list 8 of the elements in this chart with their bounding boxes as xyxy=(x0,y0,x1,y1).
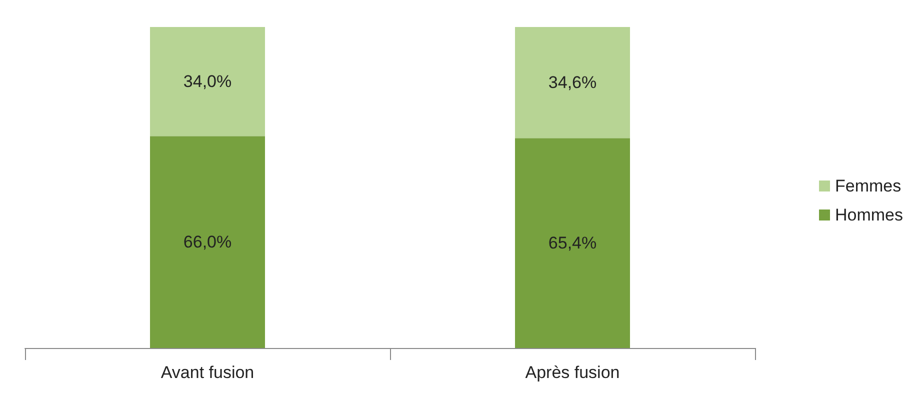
data-label: 34,0% xyxy=(183,72,232,92)
legend-label: Femmes xyxy=(834,176,902,196)
legend-label: Hommes xyxy=(834,206,904,224)
data-label: 66,0% xyxy=(183,232,232,252)
data-label: 65,4% xyxy=(548,234,597,253)
data-label: 34,6% xyxy=(548,73,597,92)
x-tick-label: Après fusion xyxy=(525,363,620,382)
x-tick-label: Avant fusion xyxy=(160,363,254,382)
